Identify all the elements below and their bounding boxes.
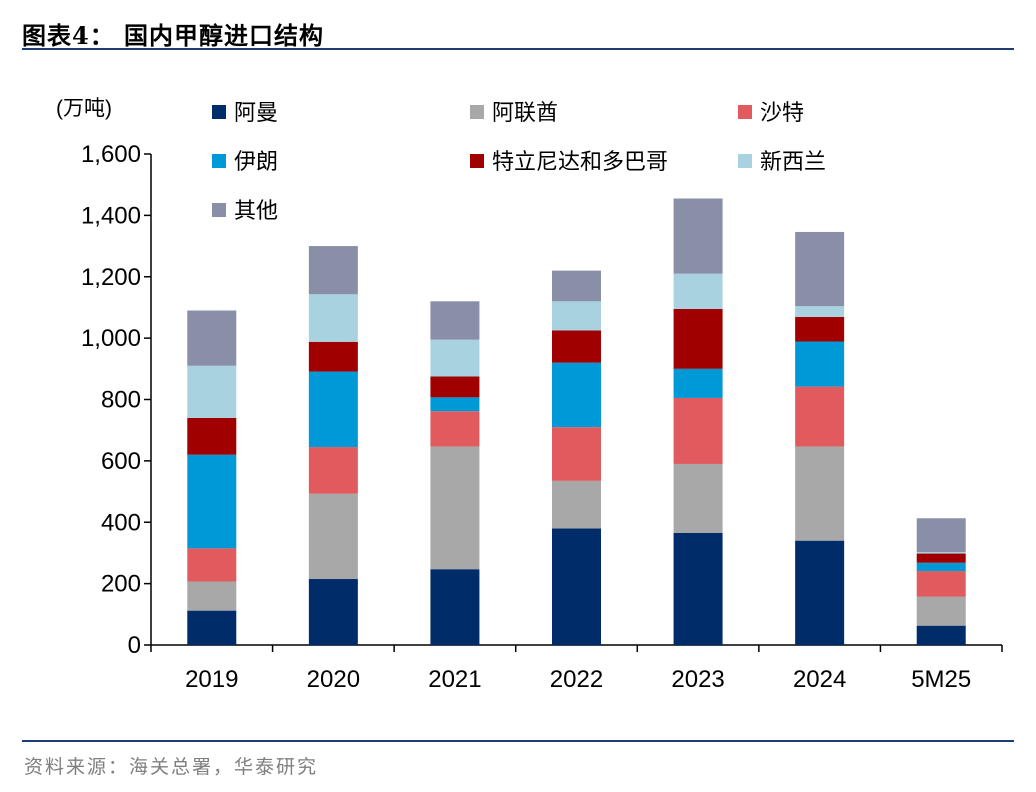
bar-segment xyxy=(308,246,358,295)
bar-segment xyxy=(673,273,723,309)
bar-segment xyxy=(430,301,480,340)
y-tick-label: 1,000 xyxy=(81,325,141,352)
x-tick-label: 5M25 xyxy=(911,666,971,693)
y-tick-label: 200 xyxy=(101,571,141,598)
bar-segment xyxy=(916,625,966,645)
bar-segment xyxy=(795,446,845,541)
legend-swatch xyxy=(470,154,484,168)
bar-segment xyxy=(795,316,845,342)
legend-swatch xyxy=(212,154,226,168)
legend-swatch xyxy=(738,154,752,168)
legend-swatch xyxy=(738,105,752,119)
bar-segment xyxy=(430,339,480,377)
bar-segment xyxy=(308,371,358,448)
source-rule xyxy=(22,740,1014,742)
legend-swatch xyxy=(470,105,484,119)
bar-segment xyxy=(916,562,966,572)
legend-label: 其他 xyxy=(234,199,278,224)
x-tick-label: 2024 xyxy=(793,666,846,693)
y-axis-unit-label: (万吨) xyxy=(56,97,112,120)
bar-segment xyxy=(795,306,845,317)
bar-segment xyxy=(795,386,845,447)
legend-label: 新西兰 xyxy=(760,150,826,175)
bar-segment xyxy=(673,397,723,464)
bar-segment xyxy=(552,528,601,645)
figure-title: 图表4： 国内甲醇进口结构 xyxy=(22,21,325,50)
bar-segment xyxy=(187,610,237,645)
y-tick-label: 800 xyxy=(101,387,141,414)
title-rule xyxy=(22,48,1014,50)
bar-segment xyxy=(916,553,966,563)
x-tick-label: 2019 xyxy=(185,666,238,693)
y-tick-label: 0 xyxy=(128,632,141,659)
bar-segment xyxy=(552,270,601,302)
bar-segment xyxy=(187,581,237,611)
bar-segment xyxy=(187,310,237,366)
legend-label: 阿联酋 xyxy=(492,101,558,126)
bar-segment xyxy=(673,198,723,274)
bar-segment xyxy=(552,330,601,363)
source-note: 资料来源：海关总署，华泰研究 xyxy=(24,756,319,778)
y-tick-label: 400 xyxy=(101,509,141,536)
bar-segment xyxy=(673,463,723,533)
bar-segment xyxy=(916,596,966,626)
bar-segment xyxy=(308,493,358,580)
bar-segment xyxy=(916,571,966,597)
bar-segment xyxy=(916,518,966,553)
bar-segment xyxy=(308,294,358,342)
bar-segment xyxy=(916,552,966,554)
legend-label: 阿曼 xyxy=(234,101,278,126)
legend-swatch xyxy=(212,203,226,217)
title-bar: 图表4： 国内甲醇进口结构 xyxy=(22,12,1014,50)
bar-segment xyxy=(673,368,723,398)
bar-segment xyxy=(673,532,723,645)
legend-label: 伊朗 xyxy=(234,150,278,175)
y-tick-label: 1,200 xyxy=(81,264,141,291)
bar-segment xyxy=(430,397,480,412)
bar-segment xyxy=(308,341,358,372)
bar-segment xyxy=(795,341,845,387)
bar-segment xyxy=(552,301,601,331)
bar-segment xyxy=(308,447,358,494)
x-tick-label: 2021 xyxy=(428,666,481,693)
bar-segment xyxy=(430,411,480,447)
legend-swatch xyxy=(212,105,226,119)
bar-segment xyxy=(795,540,845,645)
bar-segment xyxy=(430,376,480,398)
y-tick-label: 1,400 xyxy=(81,202,141,229)
bar-segment xyxy=(187,454,237,549)
legend-label: 特立尼达和多巴哥 xyxy=(492,150,668,175)
legend-label: 沙特 xyxy=(760,101,804,126)
y-tick-label: 600 xyxy=(101,448,141,475)
bar-segment xyxy=(552,480,601,529)
x-tick-label: 2022 xyxy=(550,666,603,693)
bar-segment xyxy=(673,308,723,369)
bar-segment xyxy=(187,365,237,418)
bar-segment xyxy=(187,548,237,582)
bar-segment xyxy=(552,427,601,481)
bar-segment xyxy=(308,579,358,645)
bar-segment xyxy=(795,231,845,307)
bar-segment xyxy=(187,417,237,455)
bar-segment xyxy=(430,446,480,570)
bar-segment xyxy=(430,569,480,645)
bar-segment xyxy=(552,362,601,428)
y-tick-label: 1,600 xyxy=(81,141,141,168)
x-tick-label: 2020 xyxy=(307,666,360,693)
x-tick-label: 2023 xyxy=(671,666,724,693)
